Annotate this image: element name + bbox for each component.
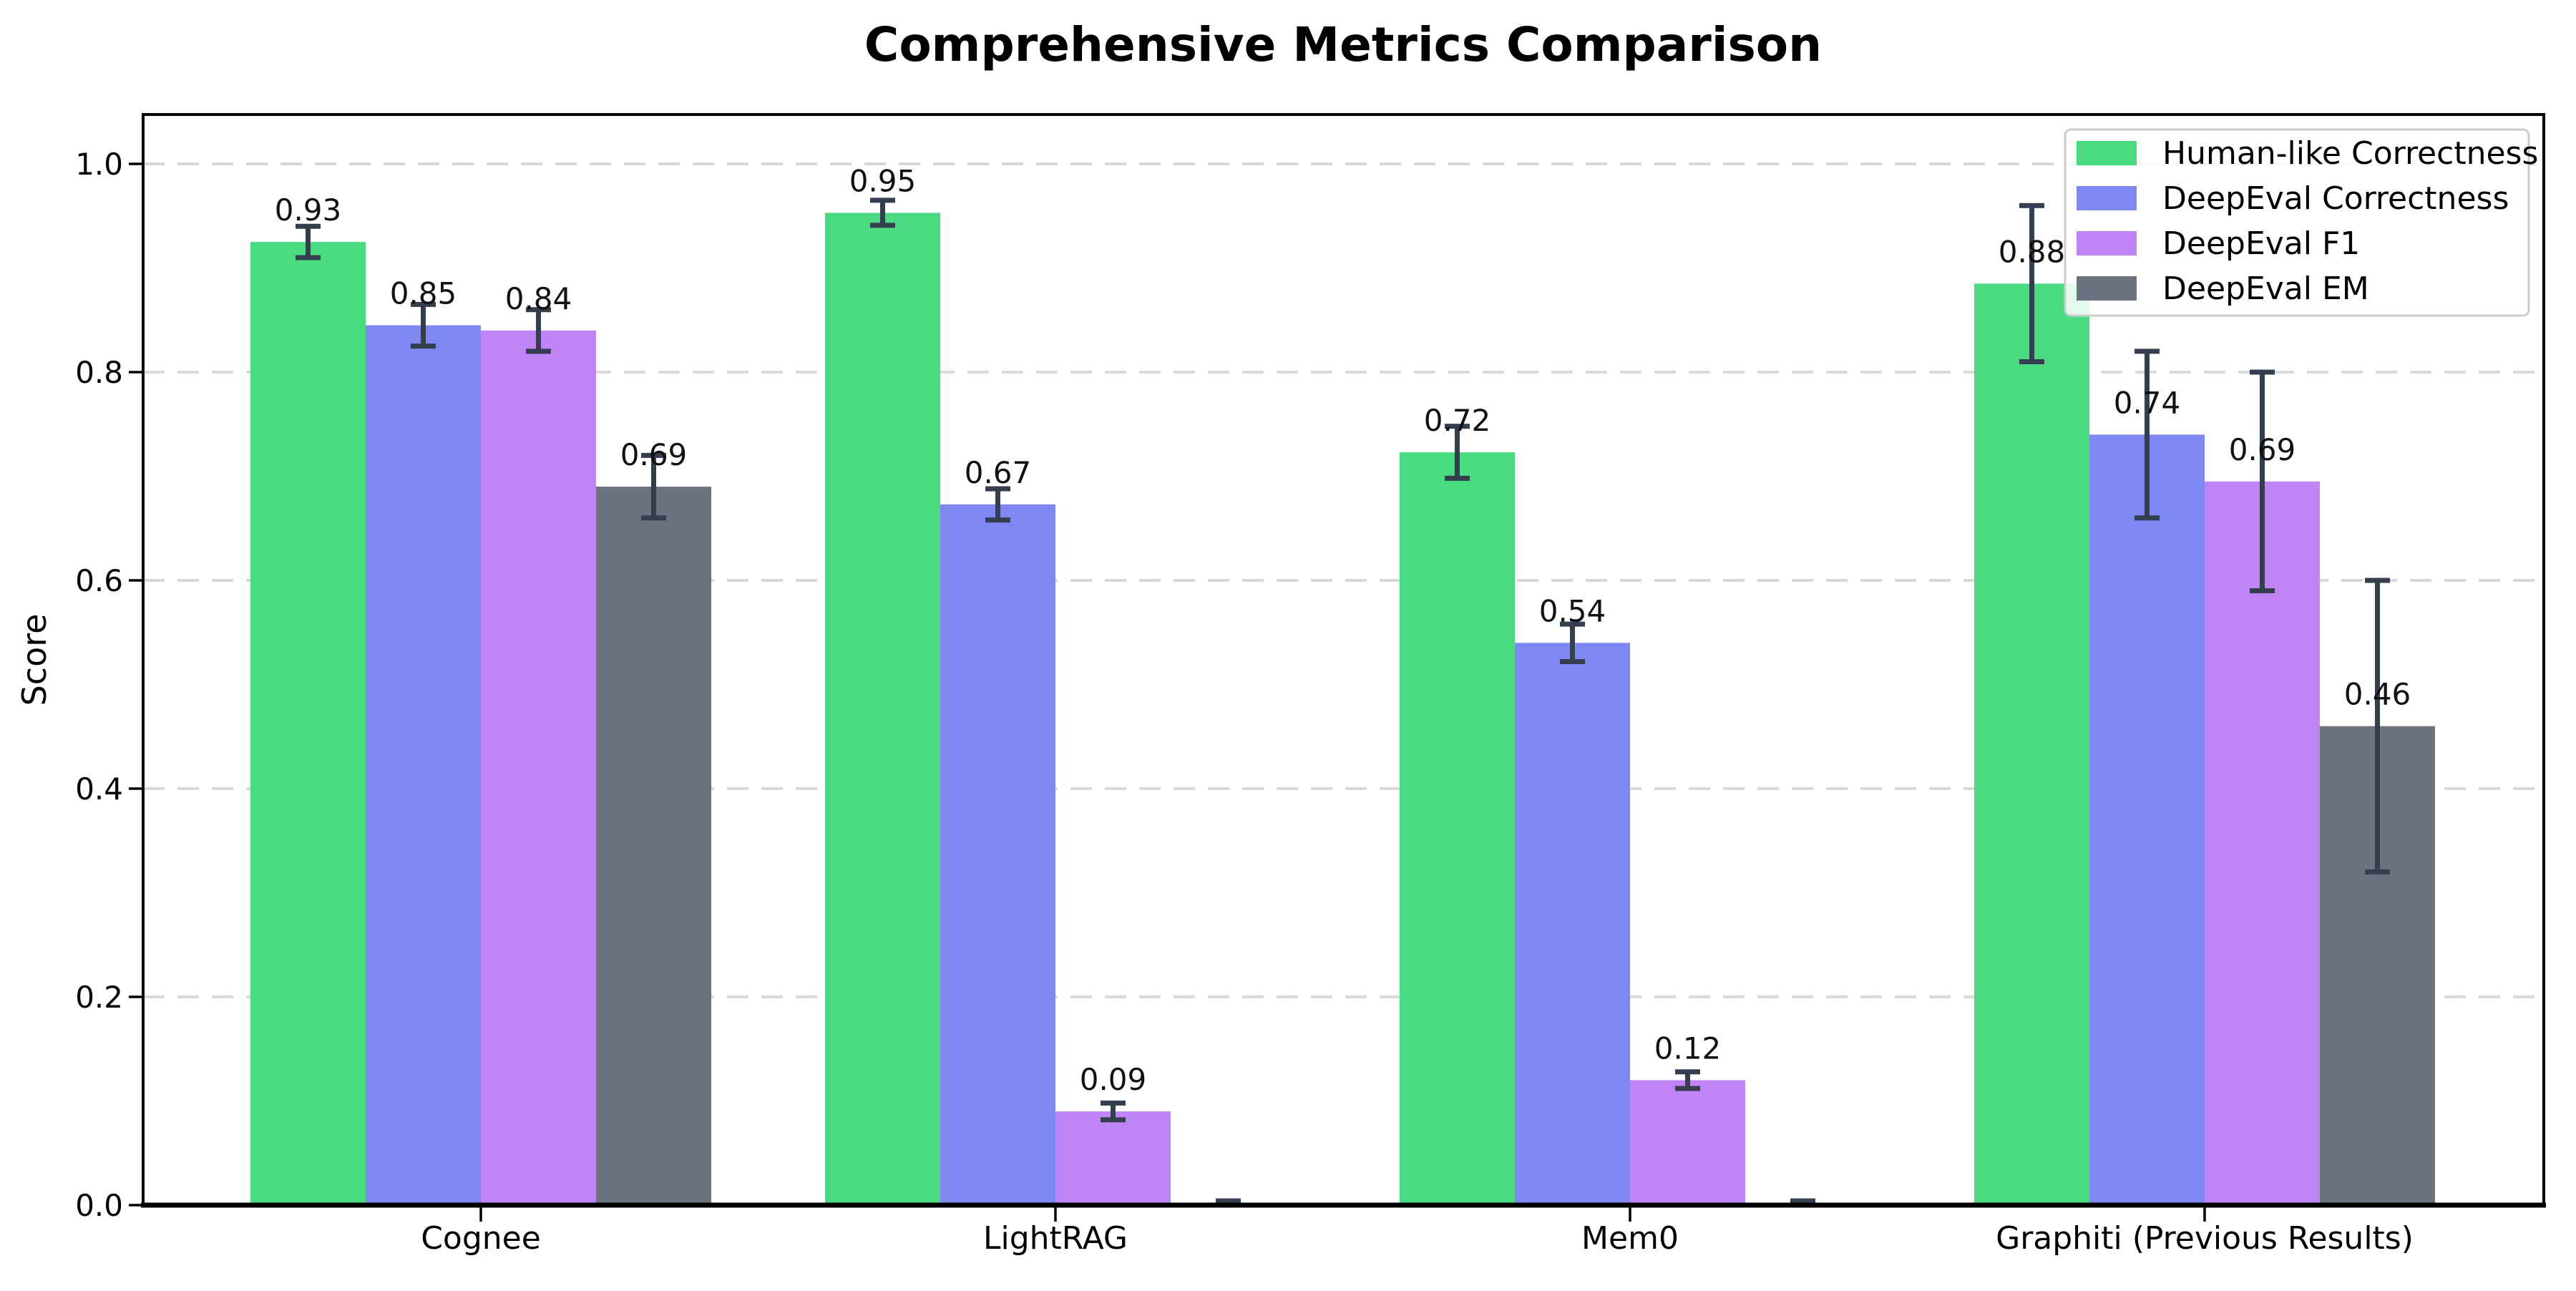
y-tick-label: 0.2 [75,980,123,1015]
bar-value-label: 0.12 [1654,1031,1722,1066]
bar-labels-group: 0.93 0.95 0.72 0.88 0.85 0.67 0.54 0.74 0.84 0.09… [275,163,2411,1097]
bar-value-label: 0.88 [1999,234,2066,269]
y-tick-label: 0.4 [75,771,123,807]
bar [1974,283,2089,1206]
bars-group [250,213,2435,1206]
bar [596,487,711,1205]
y-tick-label: 1.0 [75,147,123,182]
legend-label: DeepEval Correctness [2162,180,2509,217]
bar [1630,1080,1745,1205]
bar-value-label: 0.74 [2114,385,2181,420]
bar-value-label: 0.69 [620,437,688,472]
bar-value-label: 0.09 [1080,1062,1147,1097]
x-tick-label: Graphiti (Previous Results) [1996,1220,2414,1257]
x-tick-label: LightRAG [983,1220,1128,1257]
bar-value-label: 0.69 [2229,432,2296,467]
legend-swatch [2077,231,2137,255]
error-bars-group [296,198,2390,1208]
legend-box [2064,128,2530,317]
y-tick-label: 0.8 [75,355,123,390]
bar [366,325,481,1205]
chart-title: Comprehensive Metrics Comparison [864,17,1822,72]
y-tick-label: 0.0 [75,1188,123,1223]
bar [940,504,1055,1205]
bar [2205,481,2320,1205]
legend-label: DeepEval F1 [2162,225,2360,262]
legend-label: DeepEval EM [2162,271,2369,307]
axes-group: 0.0 0.2 0.4 0.6 0.8 1.0 Cognee LightRAG Mem0 Grap… [75,113,2546,1257]
bar-value-label: 0.54 [1539,593,1606,628]
bar [1055,1111,1171,1205]
legend-swatch [2077,186,2137,210]
bar [1515,643,1630,1205]
bar-value-label: 0.95 [849,163,917,198]
y-axis-label: Score [15,614,54,706]
bar-value-label: 0.67 [965,455,1032,490]
bar-value-label: 0.72 [1424,403,1491,438]
legend: Human-like Correctness DeepEval Correctne… [2064,128,2538,317]
bar [825,213,940,1205]
y-tick-label: 0.6 [75,563,123,598]
bar [1400,452,1515,1206]
x-tick-label: Mem0 [1581,1220,1679,1257]
bar-value-label: 0.46 [2344,677,2411,712]
bar [250,242,366,1205]
legend-swatch [2077,276,2137,301]
bar [481,330,596,1205]
legend-label: Human-like Correctness [2162,135,2538,172]
bar-value-label: 0.93 [275,193,342,228]
legend-swatch [2077,141,2137,165]
bar-value-label: 0.84 [505,281,572,316]
bar-value-label: 0.85 [390,276,457,311]
x-tick-label: Cognee [421,1220,541,1257]
bar [2089,434,2205,1205]
